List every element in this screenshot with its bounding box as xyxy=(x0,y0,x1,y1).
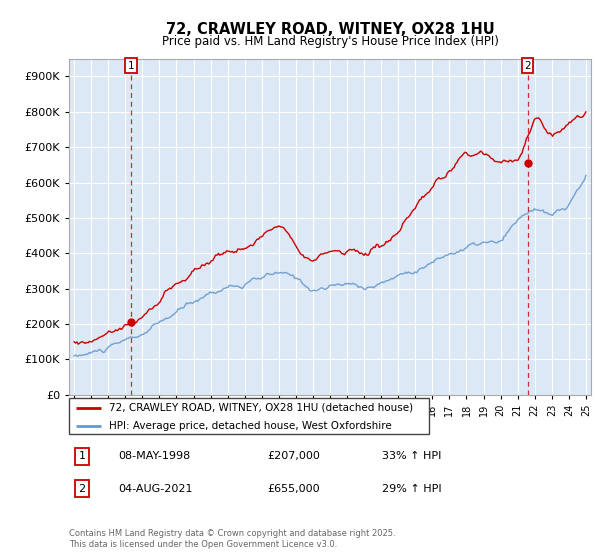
Text: Price paid vs. HM Land Registry's House Price Index (HPI): Price paid vs. HM Land Registry's House … xyxy=(161,35,499,48)
Text: 1: 1 xyxy=(128,61,134,71)
Text: 08-MAY-1998: 08-MAY-1998 xyxy=(119,451,191,461)
Text: Contains HM Land Registry data © Crown copyright and database right 2025.
This d: Contains HM Land Registry data © Crown c… xyxy=(69,529,395,549)
FancyBboxPatch shape xyxy=(69,398,429,434)
Text: £655,000: £655,000 xyxy=(268,484,320,494)
Text: 2: 2 xyxy=(79,484,86,494)
Text: 33% ↑ HPI: 33% ↑ HPI xyxy=(382,451,442,461)
Text: £207,000: £207,000 xyxy=(268,451,320,461)
Text: 72, CRAWLEY ROAD, WITNEY, OX28 1HU: 72, CRAWLEY ROAD, WITNEY, OX28 1HU xyxy=(166,22,494,38)
Text: 29% ↑ HPI: 29% ↑ HPI xyxy=(382,484,442,494)
Text: HPI: Average price, detached house, West Oxfordshire: HPI: Average price, detached house, West… xyxy=(109,421,391,431)
Text: 72, CRAWLEY ROAD, WITNEY, OX28 1HU (detached house): 72, CRAWLEY ROAD, WITNEY, OX28 1HU (deta… xyxy=(109,403,413,413)
Text: 1: 1 xyxy=(79,451,86,461)
Text: 2: 2 xyxy=(524,61,531,71)
Text: 04-AUG-2021: 04-AUG-2021 xyxy=(119,484,193,494)
